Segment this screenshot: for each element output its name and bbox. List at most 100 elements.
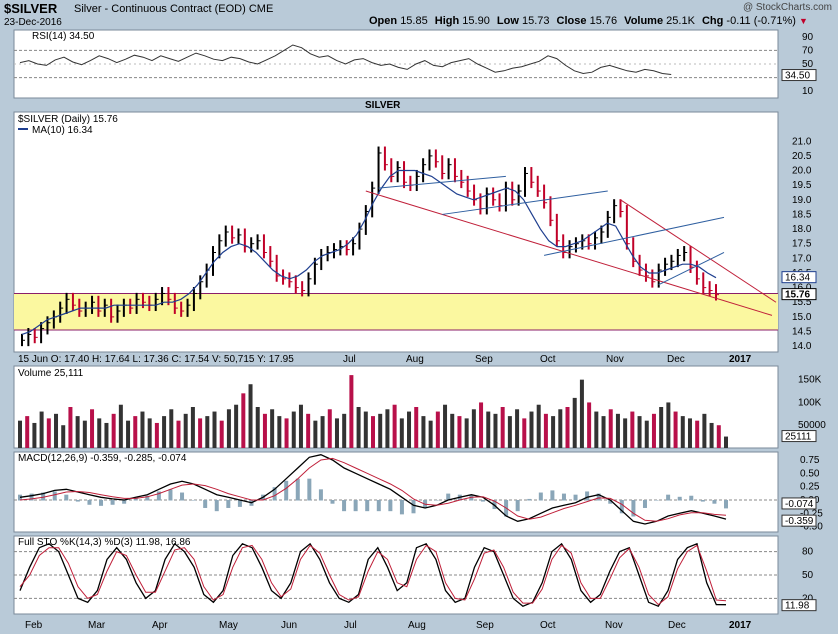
price-tick-label: 19.5 <box>792 180 812 191</box>
macd-histogram-bar <box>550 490 555 501</box>
exchange-label: CME <box>248 3 274 15</box>
volume-bar <box>615 413 620 448</box>
macd-histogram-bar <box>226 500 231 508</box>
volume-bar <box>198 418 203 448</box>
price-x-tick-label: Dec <box>667 354 685 365</box>
volume-bar <box>558 409 563 448</box>
macd-histogram-bar <box>677 496 682 501</box>
volume-bar <box>162 416 167 448</box>
macd-histogram-bar <box>619 500 624 514</box>
volume-bar <box>399 418 404 448</box>
macd-value-tag-text: -0.359 <box>785 516 814 527</box>
rsi-label: RSI(14) 34.50 <box>32 31 95 42</box>
volume-bar <box>407 411 412 448</box>
rsi-tick-label: 70 <box>802 45 814 56</box>
volume-bar <box>205 416 210 448</box>
macd-histogram-bar <box>29 493 34 501</box>
volume-bar <box>529 411 534 448</box>
macd-histogram-bar <box>666 494 671 501</box>
volume-bar <box>630 411 635 448</box>
chart-date: 23-Dec-2016 <box>4 17 62 28</box>
volume-bar <box>637 416 642 448</box>
sto-tick-label: 80 <box>802 547 814 558</box>
macd-histogram-bar <box>41 492 46 501</box>
ma-price-tag-text: 16.34 <box>785 273 810 284</box>
sto-k-line <box>19 542 727 608</box>
volume-bar <box>90 409 95 448</box>
price-tick-label: 15.0 <box>792 312 812 323</box>
volume-bar <box>356 407 361 448</box>
bottom-axis-label: Nov <box>605 620 623 631</box>
sto-value-tag <box>781 599 817 612</box>
volume-bar <box>248 384 253 448</box>
volume-bar <box>464 418 469 448</box>
macd-histogram-bar <box>87 500 92 505</box>
sto-tick-label: 50 <box>802 570 814 581</box>
macd-histogram-bar <box>145 495 150 501</box>
volume-bar <box>702 413 707 448</box>
low-value: 15.73 <box>521 15 550 27</box>
trendline-blue-4 <box>658 252 725 286</box>
macd-histogram-bar <box>492 500 497 510</box>
price-tick-label: 19.0 <box>792 195 812 206</box>
macd-hist-tag-text: -0.074 <box>785 499 814 510</box>
close-price-tag <box>781 288 817 301</box>
trendline-blue-1 <box>378 175 506 189</box>
volume-bar <box>716 425 721 448</box>
volume-bar <box>435 411 440 448</box>
macd-histogram-bar <box>272 487 277 501</box>
volume-bar <box>82 420 87 448</box>
ma-price-tag <box>781 271 817 284</box>
volume-bar <box>486 411 491 448</box>
chg-value: -0.11 (-0.71%) <box>726 15 796 27</box>
volume-bar <box>270 409 275 448</box>
volume-bar <box>327 409 332 448</box>
close-label: Close <box>556 15 587 27</box>
volume-value-tag <box>781 430 817 443</box>
price-tick-label: 14.0 <box>792 341 812 352</box>
volume-bar <box>190 407 195 448</box>
support-zone <box>14 293 778 331</box>
volume-bar <box>594 411 599 448</box>
bottom-axis-label: May <box>219 620 238 631</box>
macd-histogram-bar <box>724 500 728 509</box>
macd-histogram-bar <box>561 493 566 501</box>
macd-histogram-bar <box>330 500 335 504</box>
bottom-axis-label: Jul <box>344 620 357 631</box>
macd-histogram-bar <box>133 497 138 501</box>
macd-histogram-bar <box>608 500 613 504</box>
macd-histogram-bar <box>527 498 532 501</box>
macd-hist-tag <box>781 497 817 510</box>
macd-histogram-bar <box>284 480 289 501</box>
rsi-tick-label: 90 <box>802 32 814 43</box>
volume-bar <box>234 404 239 448</box>
macd-histogram-bar <box>75 500 80 502</box>
volume-bar <box>644 420 649 448</box>
high-label: High <box>434 15 460 27</box>
volume-bar <box>471 409 476 448</box>
price-x-tick-label: Jul <box>343 354 356 365</box>
volume-bar <box>68 407 73 448</box>
ma-legend: MA(10) 16.34 <box>32 125 93 136</box>
volume-bar <box>623 418 628 448</box>
macd-histogram-bar <box>388 500 393 512</box>
volume-bar <box>241 393 246 448</box>
macd-histogram-bar <box>99 500 104 506</box>
contract-name-text: Silver - Continuous Contract (EOD) <box>74 3 246 15</box>
volume-bar <box>212 411 217 448</box>
close-value: 15.76 <box>589 15 618 27</box>
macd-histogram-bar <box>52 491 57 501</box>
price-x-tick-label: Aug <box>406 354 424 365</box>
price-tick-label: 21.0 <box>792 136 812 147</box>
volume-bar <box>551 416 556 448</box>
macd-tick-label: 0.75 <box>800 455 820 466</box>
volume-bar <box>479 402 484 448</box>
price-legend: $SILVER (Daily) 15.76 <box>18 114 118 125</box>
volume-bar <box>378 413 383 448</box>
volume-bar <box>154 422 159 448</box>
volume-bar <box>695 420 700 448</box>
macd-histogram-bar <box>237 500 242 507</box>
macd-label: MACD(12,26,9) -0.359, -0.285, -0.074 <box>18 453 187 464</box>
open-label: Open <box>369 15 398 27</box>
